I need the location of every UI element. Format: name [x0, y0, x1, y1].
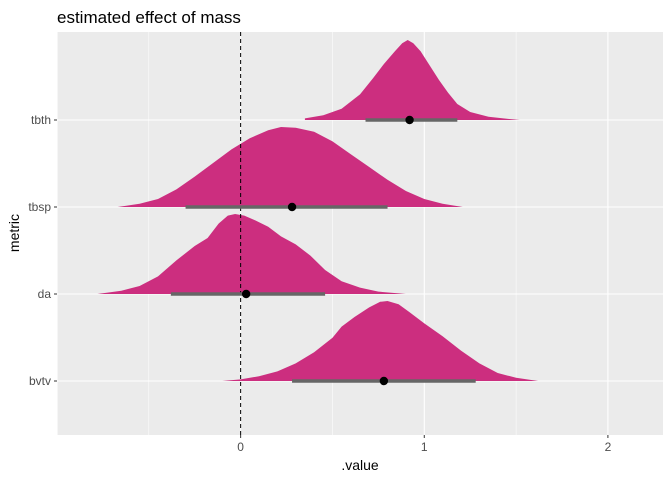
density-bvtv: [222, 301, 539, 381]
y-axis: tbth tbsp da bvtv: [28, 113, 57, 388]
interval-layer: [170, 115, 476, 386]
chart-title: estimated effect of mass: [57, 8, 241, 27]
point-estimate-tbth: [405, 115, 414, 125]
x-tick-label: 0: [237, 440, 244, 454]
density-tbth: [304, 40, 520, 120]
y-tick-label: bvtv: [29, 374, 51, 388]
x-axis: 0 1 2: [237, 435, 612, 454]
y-tick-label: tbth: [31, 113, 51, 127]
x-tick-label: 2: [605, 440, 612, 454]
density-da: [97, 214, 406, 294]
y-tick-label: tbsp: [28, 200, 51, 214]
point-estimate-tbsp: [287, 202, 297, 212]
x-tick-label: 1: [421, 440, 428, 454]
y-axis-title: metric: [6, 214, 22, 252]
point-estimate-da: [241, 289, 251, 299]
point-estimate-bvtv: [379, 376, 389, 386]
x-axis-title: .value: [341, 457, 379, 473]
density-tbsp: [117, 127, 463, 207]
density-layer: [97, 40, 539, 381]
y-tick-label: da: [38, 287, 52, 301]
